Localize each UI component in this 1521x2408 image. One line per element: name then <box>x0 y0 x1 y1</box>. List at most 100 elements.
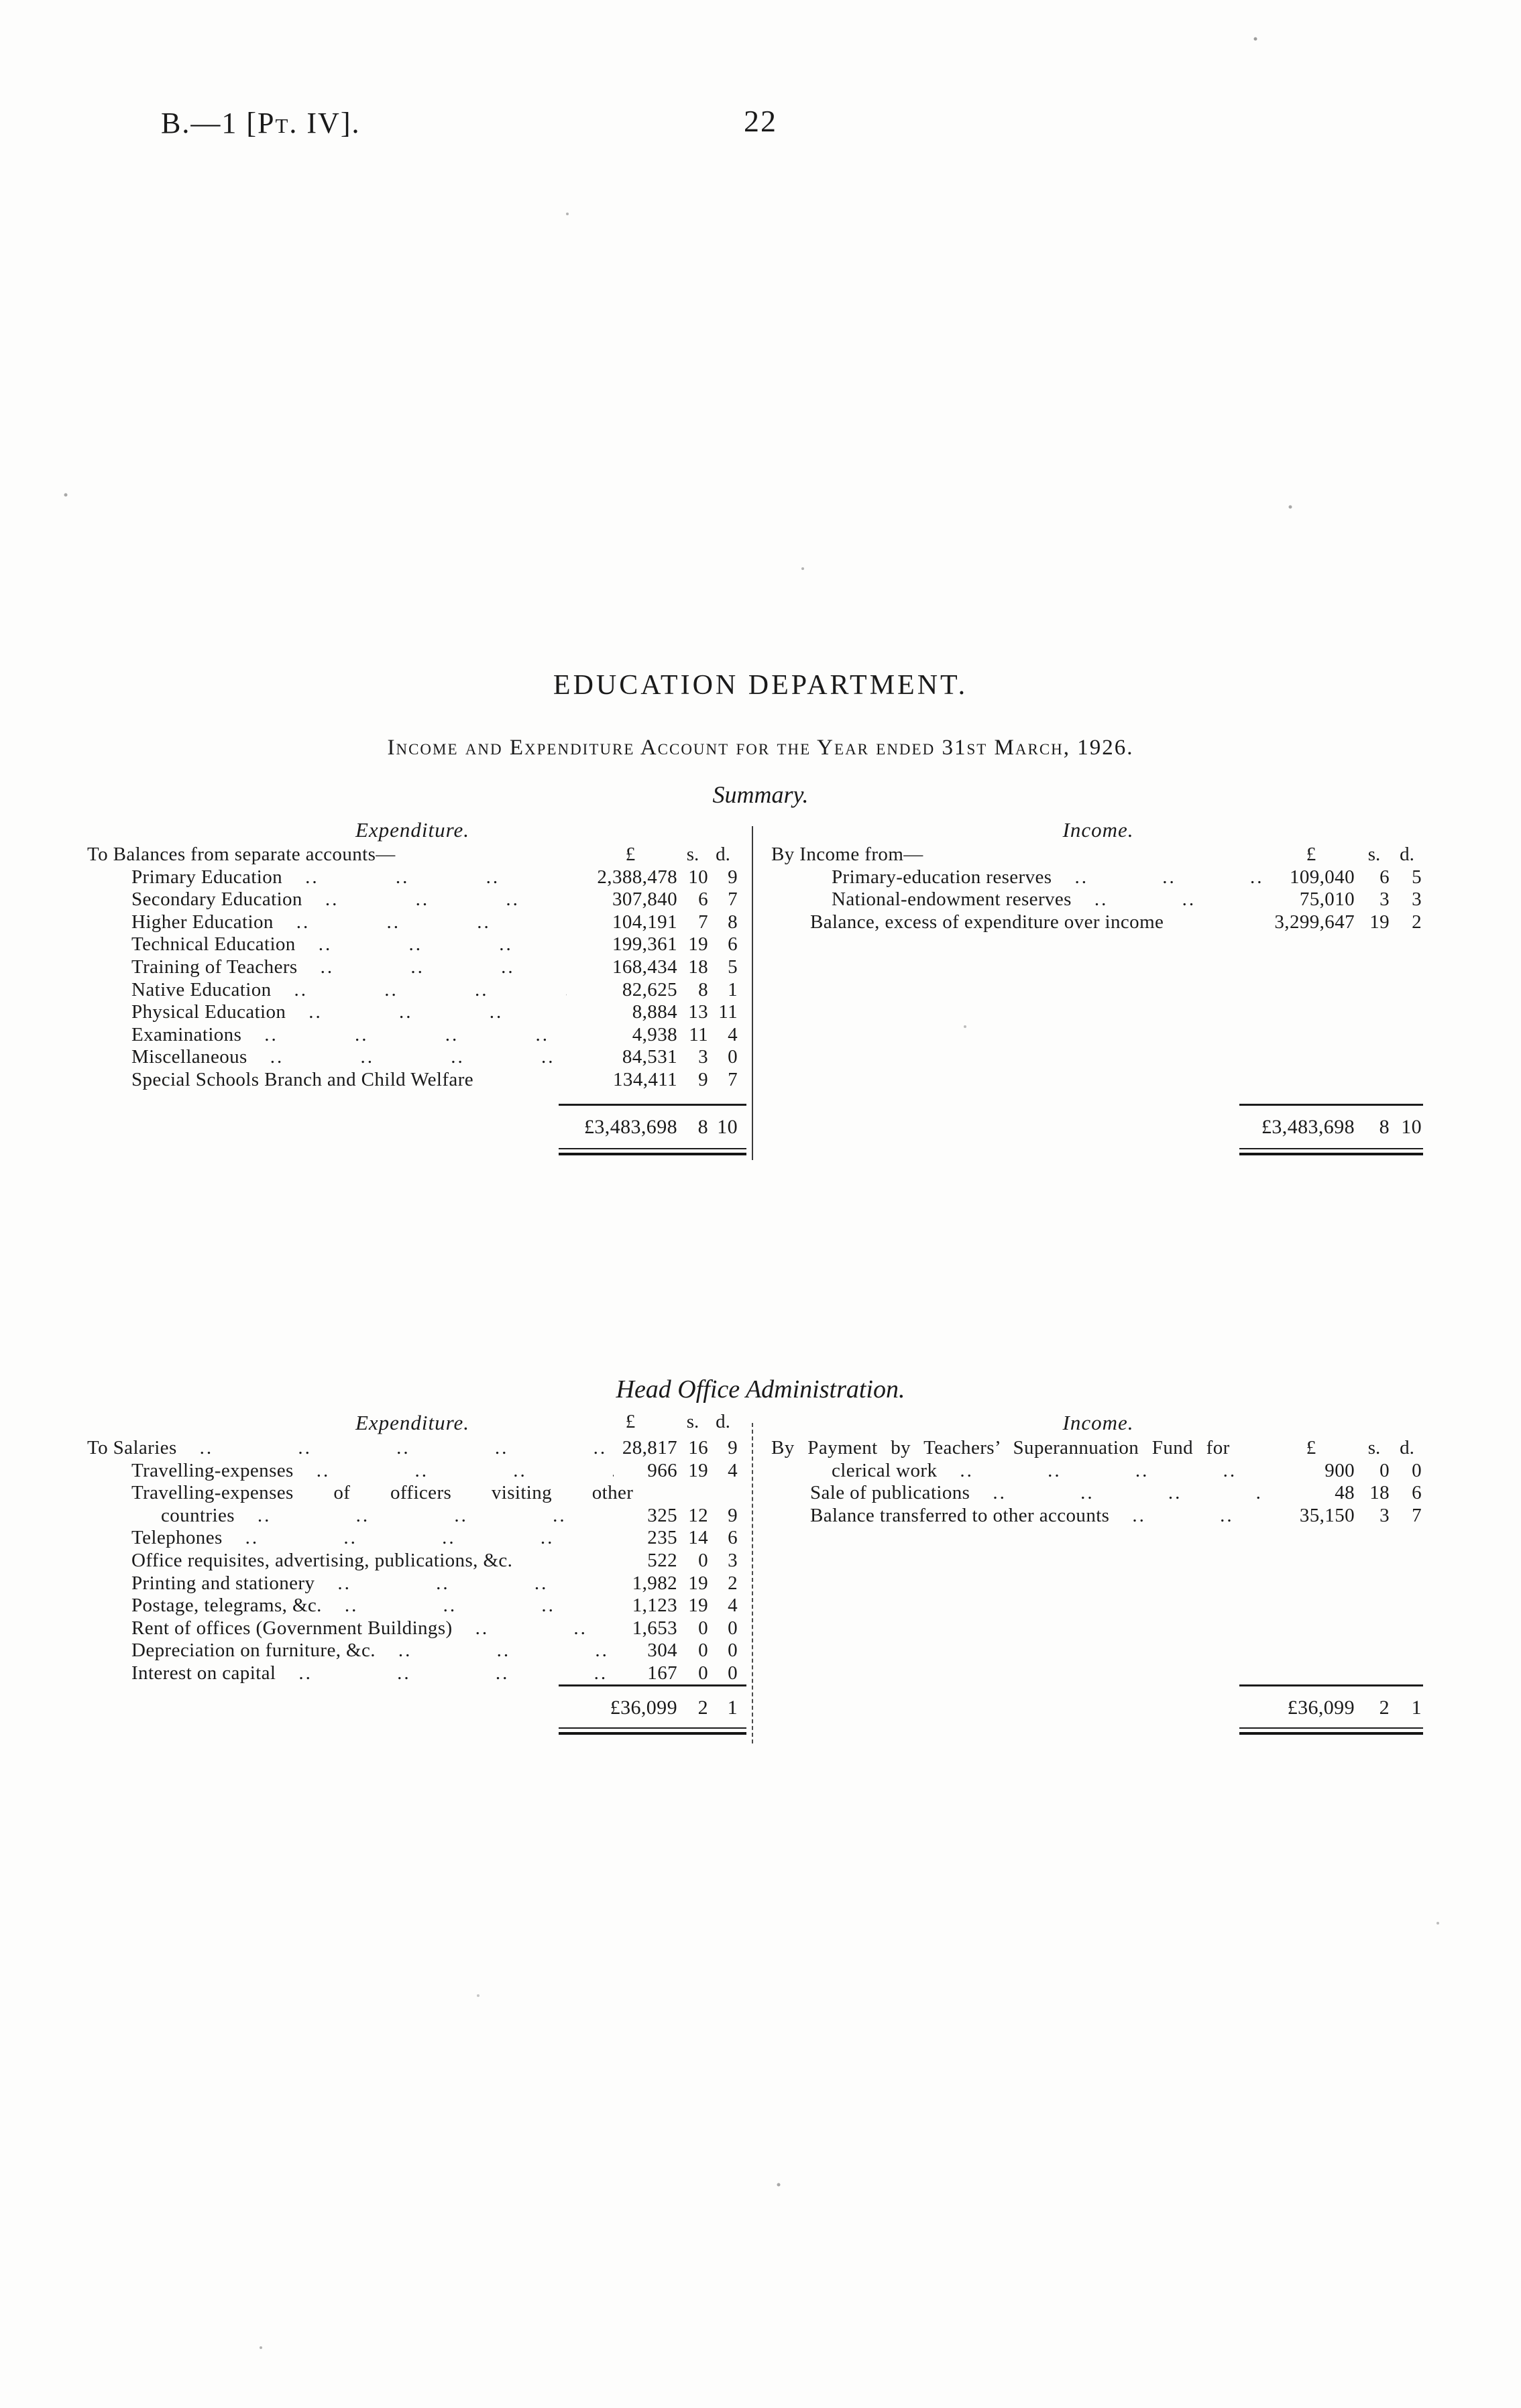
row-label: Technical Education <box>131 933 296 955</box>
currency-header-pence: d. <box>716 844 730 865</box>
currency-header-shillings: s. <box>686 1411 699 1432</box>
row-label: Travelling-expenses <box>131 1460 294 1481</box>
amount-pence: 2 <box>728 1572 738 1594</box>
currency-header-pounds: £ <box>1306 844 1316 865</box>
expenditure-row: Native Education <box>131 979 567 1002</box>
total-shillings: 8 <box>1379 1116 1390 1138</box>
amount-shillings: 0 <box>698 1640 708 1661</box>
row-label: Interest on capital <box>131 1662 276 1684</box>
total-pounds: £36,099 <box>610 1697 677 1719</box>
amount-pence: 0 <box>1412 1460 1422 1481</box>
amount-shillings: 8 <box>698 979 708 1000</box>
amount-pence: 9 <box>728 866 738 888</box>
row-label: Depreciation on furniture, &c. <box>131 1640 376 1661</box>
amount-pounds: 104,191 <box>612 911 677 933</box>
total-rule <box>559 1104 746 1106</box>
amount-pounds: 167 <box>647 1662 677 1684</box>
total-pounds: £36,099 <box>1287 1697 1355 1719</box>
currency-header-shillings: s. <box>1367 1437 1381 1458</box>
expenditure-row: Primary Education <box>131 866 567 889</box>
amount-shillings: 7 <box>698 911 708 933</box>
amount-pence: 2 <box>1412 911 1422 933</box>
amount-pounds: 168,434 <box>612 956 677 978</box>
income-row: clerical work <box>832 1460 1261 1483</box>
currency-header-pence: d. <box>1400 1437 1414 1458</box>
expenditure-row: Secondary Education <box>131 888 567 911</box>
amount-pence: 0 <box>728 1046 738 1068</box>
amount-shillings: 0 <box>698 1550 708 1571</box>
currency-header-pounds: £ <box>625 844 636 865</box>
row-label: Postage, telegrams, &c. <box>131 1595 322 1616</box>
total-rule <box>559 1684 746 1686</box>
amount-pounds: 35,150 <box>1299 1505 1355 1526</box>
amount-pence: 0 <box>728 1617 738 1639</box>
amount-shillings: 19 <box>1369 911 1390 933</box>
amount-pounds: 199,361 <box>612 933 677 955</box>
amount-pence: 4 <box>728 1460 738 1481</box>
expenditure-row: Training of Teachers <box>131 956 567 979</box>
amount-pence: 9 <box>728 1505 738 1526</box>
amount-pounds: 84,531 <box>622 1046 677 1068</box>
row-label: Telephones <box>131 1527 223 1548</box>
currency-header-pounds: £ <box>625 1411 636 1432</box>
income-row: National-endowment reserves <box>832 888 1261 911</box>
currency-header-shillings: s. <box>686 844 699 865</box>
amount-shillings: 9 <box>698 1069 708 1090</box>
section-heading-head-office-administration: Head Office Administration. <box>616 1375 905 1403</box>
amount-pounds: 966 <box>647 1460 677 1481</box>
row-label: Training of Teachers <box>131 956 298 978</box>
page-subtitle: Income and Expenditure Account for the Y… <box>387 736 1134 760</box>
total-double-rule <box>559 1727 746 1735</box>
amount-pence: 6 <box>728 1527 738 1548</box>
amount-pence: 9 <box>728 1437 738 1458</box>
expenditure-row: Office requisites, advertising, publicat… <box>131 1550 614 1572</box>
amount-pounds: 82,625 <box>622 979 677 1000</box>
amount-pounds: 1,123 <box>632 1595 677 1616</box>
amount-shillings: 6 <box>698 888 708 910</box>
amount-pounds: 28,817 <box>622 1437 677 1458</box>
amount-pence: 6 <box>728 933 738 955</box>
amount-pounds: 2,388,478 <box>597 866 677 888</box>
total-pounds: £3,483,698 <box>584 1116 677 1138</box>
row-label: Office requisites, advertising, publicat… <box>131 1550 513 1571</box>
amount-pence: 6 <box>1412 1482 1422 1503</box>
amount-pounds: 134,411 <box>613 1069 677 1090</box>
row-label: Rent of offices (Government Buildings) <box>131 1617 453 1639</box>
income-row: Sale of publications <box>810 1482 1261 1505</box>
right-column-heading-income: Income. <box>1062 818 1134 842</box>
amount-shillings: 3 <box>1379 1505 1390 1526</box>
row-label: To Salaries <box>87 1437 177 1458</box>
income-row: Primary-education reserves <box>832 866 1261 889</box>
amount-pounds: 8,884 <box>632 1001 677 1023</box>
expenditure-row: Miscellaneous <box>131 1046 567 1069</box>
expenditure-row: Special Schools Branch and Child Welfare <box>131 1069 567 1092</box>
amount-shillings: 3 <box>698 1046 708 1068</box>
total-pounds: £3,483,698 <box>1261 1116 1355 1138</box>
amount-pounds: 325 <box>647 1505 677 1526</box>
currency-header-shillings: s. <box>1367 844 1381 865</box>
expenditure-row: Interest on capital <box>131 1662 614 1685</box>
amount-shillings: 18 <box>688 956 708 978</box>
column-divider <box>752 1423 753 1743</box>
expenditure-row: Higher Education <box>131 911 567 934</box>
total-rule <box>1239 1104 1423 1106</box>
amount-shillings: 19 <box>688 1572 708 1594</box>
row-label: Special Schools Branch and Child Welfare <box>131 1069 474 1090</box>
row-label: Higher Education <box>131 911 274 933</box>
amount-pounds: 75,010 <box>1299 888 1355 910</box>
amount-pence: 3 <box>728 1550 738 1571</box>
total-double-rule <box>1239 1727 1423 1735</box>
left-column-heading-expenditure: Expenditure. <box>355 1411 470 1434</box>
amount-pounds: 4,938 <box>632 1024 677 1045</box>
total-double-rule <box>559 1148 746 1155</box>
row-label: Balance, excess of expenditure over inco… <box>810 911 1164 933</box>
row-label: Balance transferred to other accounts <box>810 1505 1110 1526</box>
currency-header-pounds: £ <box>1306 1437 1316 1458</box>
amount-pence: 7 <box>1412 1505 1422 1526</box>
amount-pounds: 48 <box>1335 1482 1355 1503</box>
amount-pounds: 235 <box>647 1527 677 1548</box>
row-label: Sale of publications <box>810 1482 970 1503</box>
amount-pounds: 109,040 <box>1289 866 1355 888</box>
amount-shillings: 10 <box>688 866 708 888</box>
amount-pence: 5 <box>728 956 738 978</box>
